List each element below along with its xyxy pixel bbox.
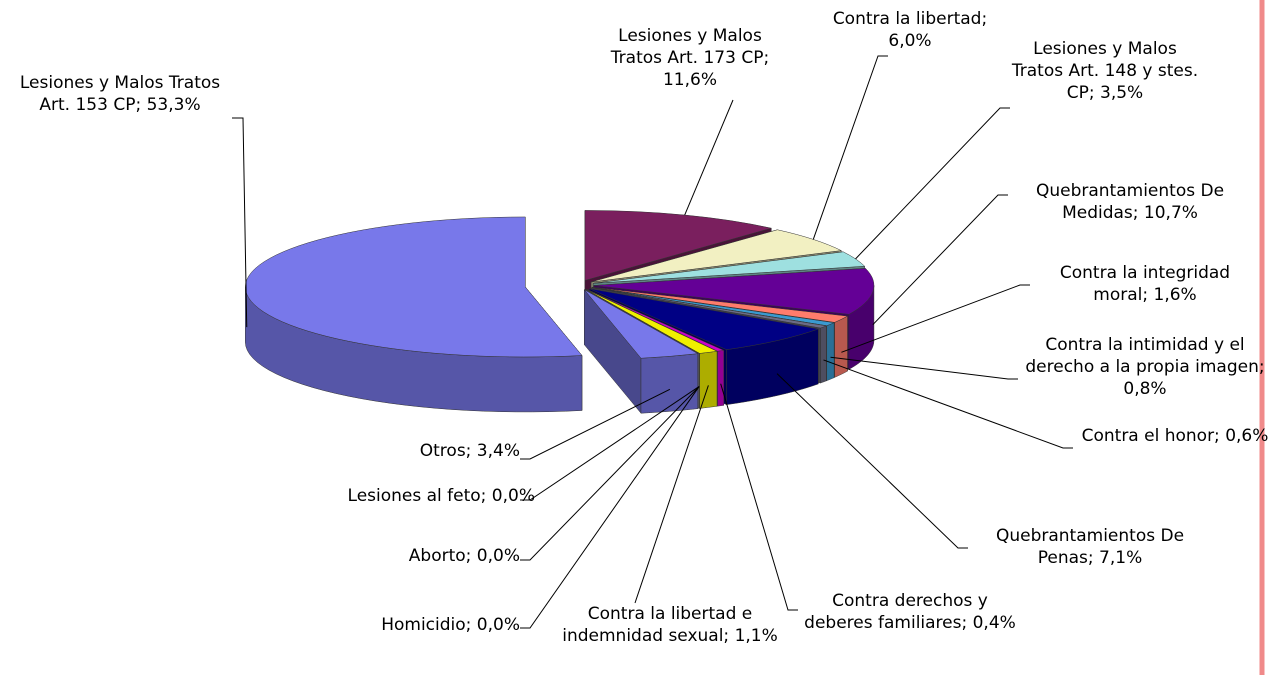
- slice-top: [592, 286, 849, 323]
- data-label: Lesiones y Malos Tratos Art. 153 CP; 53,…: [19, 73, 221, 115]
- slice-top: [245, 216, 583, 358]
- data-label: Contra la libertad; 6,0%: [832, 9, 988, 51]
- slice-top: [584, 289, 699, 359]
- leader-line: [520, 386, 700, 501]
- data-label: Lesiones al feto; 0,0%: [347, 486, 535, 506]
- slice-top: [589, 288, 820, 350]
- leader-line: [520, 388, 671, 460]
- slice: [584, 288, 699, 414]
- leader-line: [520, 386, 700, 629]
- slice-top: [591, 229, 843, 283]
- data-label: Contra la integridad moral; 1,6%: [1059, 263, 1231, 305]
- data-label: Contra derechos y deberes familiares; 0,…: [804, 591, 1016, 633]
- slice: [245, 216, 583, 413]
- leader-line: [776, 373, 968, 549]
- slice-top: [593, 251, 866, 284]
- data-label: Aborto; 0,0%: [408, 546, 520, 566]
- slice-side: [820, 325, 827, 384]
- data-label: Quebrantamientos De Medidas; 10,7%: [1035, 181, 1225, 223]
- slice-top: [593, 268, 875, 315]
- slice-top: [584, 210, 772, 281]
- slice-side: [640, 353, 699, 414]
- slice-side: [699, 351, 718, 409]
- slice-top: [591, 287, 828, 329]
- leader-line: [720, 383, 798, 611]
- leader-line: [823, 359, 1073, 449]
- data-label: Contra la libertad e indemnidad sexual; …: [562, 604, 778, 646]
- data-label: Homicidio; 0,0%: [381, 615, 520, 635]
- data-label: Contra el honor; 0,6%: [1081, 426, 1269, 446]
- slice-top: [585, 289, 718, 354]
- slice-top: [585, 289, 700, 354]
- data-label: Otros; 3,4%: [419, 441, 520, 461]
- leader-line: [812, 55, 888, 240]
- leader-line: [684, 99, 734, 216]
- leader-line: [520, 386, 700, 561]
- leader-line: [855, 107, 1010, 260]
- data-label: Contra la intimidad y el derecho a la pr…: [1025, 335, 1265, 399]
- leader-line: [232, 117, 248, 328]
- slice-side: [826, 322, 835, 382]
- leader-line: [872, 194, 1008, 326]
- data-label: Lesiones y Malos Tratos Art. 148 y stes.…: [1011, 39, 1199, 103]
- slice-side: [717, 350, 725, 407]
- leader-line: [634, 385, 709, 604]
- leader-line: [830, 356, 1018, 380]
- data-label: Lesiones y Malos Tratos Art. 173 CP; 11,…: [610, 26, 770, 90]
- slice-top: [586, 289, 725, 352]
- leader-line: [841, 284, 1030, 353]
- data-label: Quebrantamientos De Penas; 7,1%: [995, 526, 1185, 568]
